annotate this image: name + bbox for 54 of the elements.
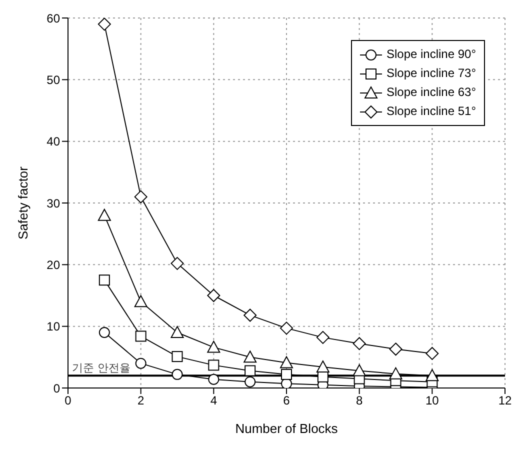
legend-label: Slope incline 51° bbox=[386, 103, 476, 120]
point bbox=[280, 322, 293, 335]
point bbox=[134, 190, 148, 204]
point bbox=[281, 368, 292, 380]
point bbox=[426, 369, 439, 382]
point bbox=[172, 351, 183, 362]
point bbox=[244, 365, 256, 376]
ref-line-label: 기준 안전율 bbox=[72, 362, 130, 375]
y-axis-title: Safety factor bbox=[16, 166, 31, 240]
point bbox=[170, 256, 184, 270]
y-tick-label: 10 bbox=[46, 320, 60, 334]
point bbox=[207, 340, 220, 353]
x-tick-label: 10 bbox=[425, 394, 440, 408]
point bbox=[135, 330, 146, 342]
y-tick-label: 0 bbox=[53, 381, 60, 396]
point bbox=[352, 364, 366, 376]
point bbox=[352, 337, 366, 350]
point bbox=[316, 330, 330, 344]
point bbox=[172, 368, 183, 380]
point bbox=[98, 208, 111, 221]
y-tick-label: 20 bbox=[46, 258, 60, 272]
point bbox=[389, 342, 402, 356]
x-tick-label: 2 bbox=[137, 394, 144, 408]
y-tick-label: 40 bbox=[46, 134, 60, 149]
y-tick-label: 50 bbox=[46, 72, 60, 87]
y-tick-label: 60 bbox=[46, 11, 60, 26]
legend-label: Slope incline 63° bbox=[386, 84, 476, 101]
point bbox=[207, 289, 220, 302]
legend-label: Slope incline 73° bbox=[386, 65, 476, 82]
point bbox=[317, 371, 328, 382]
point bbox=[98, 274, 110, 286]
point bbox=[135, 358, 146, 369]
legend-label: Slope incline 90° bbox=[386, 46, 476, 63]
y-tick-label: 30 bbox=[46, 196, 60, 210]
point bbox=[98, 327, 110, 338]
point bbox=[244, 376, 256, 388]
point bbox=[280, 356, 293, 368]
x-tick-label: 12 bbox=[498, 394, 512, 408]
x-tick-label: 0 bbox=[64, 394, 72, 408]
point bbox=[426, 346, 439, 360]
point bbox=[208, 360, 220, 371]
point bbox=[134, 295, 148, 308]
point bbox=[281, 378, 292, 388]
x-axis-title: Number of Blocks bbox=[235, 421, 338, 436]
point bbox=[244, 308, 257, 322]
point bbox=[244, 350, 257, 363]
point bbox=[389, 367, 402, 380]
point bbox=[98, 18, 111, 31]
point bbox=[170, 326, 184, 338]
point bbox=[208, 374, 220, 385]
x-tick-label: 8 bbox=[356, 394, 363, 408]
x-tick-label: 4 bbox=[210, 394, 218, 408]
x-tick-label: 6 bbox=[283, 394, 290, 408]
point bbox=[316, 360, 330, 373]
